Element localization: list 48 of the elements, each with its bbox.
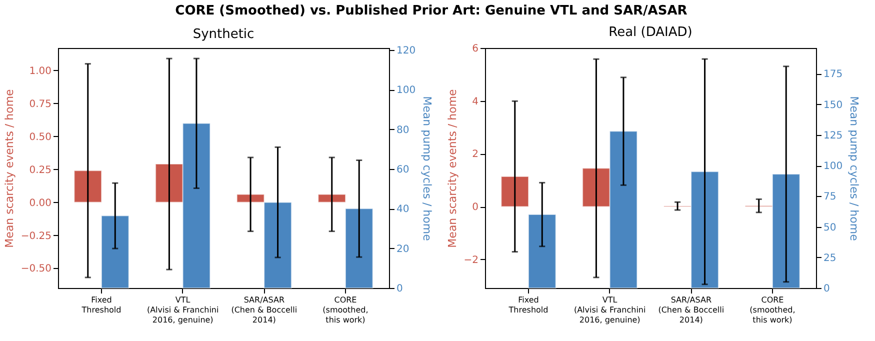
y-tick-label: 0.25 xyxy=(29,164,52,176)
y-tick-label: 0.00 xyxy=(29,198,52,209)
y-tick-label: −2 xyxy=(464,254,478,266)
y-tick-label: 2 xyxy=(472,149,478,160)
y2-tick-label: 100 xyxy=(396,85,416,96)
text: CORE (Smoothed) vs. Published Prior Art: Genuine VTL and SAR/ASAR xyxy=(175,4,688,18)
x-tick-label: Fixed Threshold xyxy=(80,296,122,314)
bar xyxy=(500,176,530,208)
bar xyxy=(74,170,102,203)
y2-tick-label: 80 xyxy=(396,124,410,136)
y2-tick-label: 20 xyxy=(396,244,410,255)
y-tick-label: 4 xyxy=(472,96,478,108)
y2-tick-label: 100 xyxy=(824,161,843,172)
y2-tick-label: 60 xyxy=(396,164,410,176)
y2-tick-label: 0 xyxy=(396,284,403,294)
y2-tick-label: 75 xyxy=(824,192,836,203)
y-tick-label: 0.75 xyxy=(29,98,52,110)
y-tick-label: 6 xyxy=(472,44,478,54)
y2-tick-label: 120 xyxy=(396,45,416,56)
chart-title: Real (DAIAD) xyxy=(608,25,692,40)
bar xyxy=(344,208,374,288)
chart-title: Synthetic xyxy=(192,26,254,42)
y2-tick-label: 175 xyxy=(824,69,843,80)
y-axis-title: Mean scarcity events / home xyxy=(2,88,16,248)
y2-axis-title: Mean pump cycles / home xyxy=(848,96,861,242)
y2-tick-label: 50 xyxy=(824,222,836,234)
y-tick-label: 1.00 xyxy=(29,66,52,77)
y-tick-label: −0.50 xyxy=(20,264,52,275)
y-axis-title: Mean scarcity events / home xyxy=(446,88,459,248)
bar xyxy=(101,215,130,288)
x-tick-label: VTL (Alvisi & Franchini 2016, genuine) xyxy=(146,296,219,324)
bar xyxy=(528,214,556,288)
y-tick-label: 0 xyxy=(472,202,478,214)
y2-tick-label: 150 xyxy=(824,100,843,111)
x-tick-label: SAR/ASAR (Chen & Boccelli 2014) xyxy=(231,296,298,324)
x-tick-label: CORE (smoothed, this work) xyxy=(750,296,796,324)
y2-tick-label: 0 xyxy=(824,284,830,294)
y2-tick-label: 125 xyxy=(824,130,843,142)
y2-axis-title: Mean pump cycles / home xyxy=(420,96,434,242)
bar xyxy=(318,194,346,203)
y-tick-label: −0.25 xyxy=(20,230,52,242)
x-tick-label: VTL (Alvisi & Franchini 2016, genuine) xyxy=(574,296,646,324)
x-tick-label: Fixed Threshold xyxy=(508,296,548,314)
y-tick-label: 0.50 xyxy=(29,132,52,143)
y2-tick-label: 25 xyxy=(824,252,836,264)
x-tick-label: SAR/ASAR (Chen & Boccelli 2014) xyxy=(658,296,724,324)
y2-tick-label: 40 xyxy=(396,204,410,216)
x-tick-label: CORE (smoothed, this work) xyxy=(322,296,368,324)
